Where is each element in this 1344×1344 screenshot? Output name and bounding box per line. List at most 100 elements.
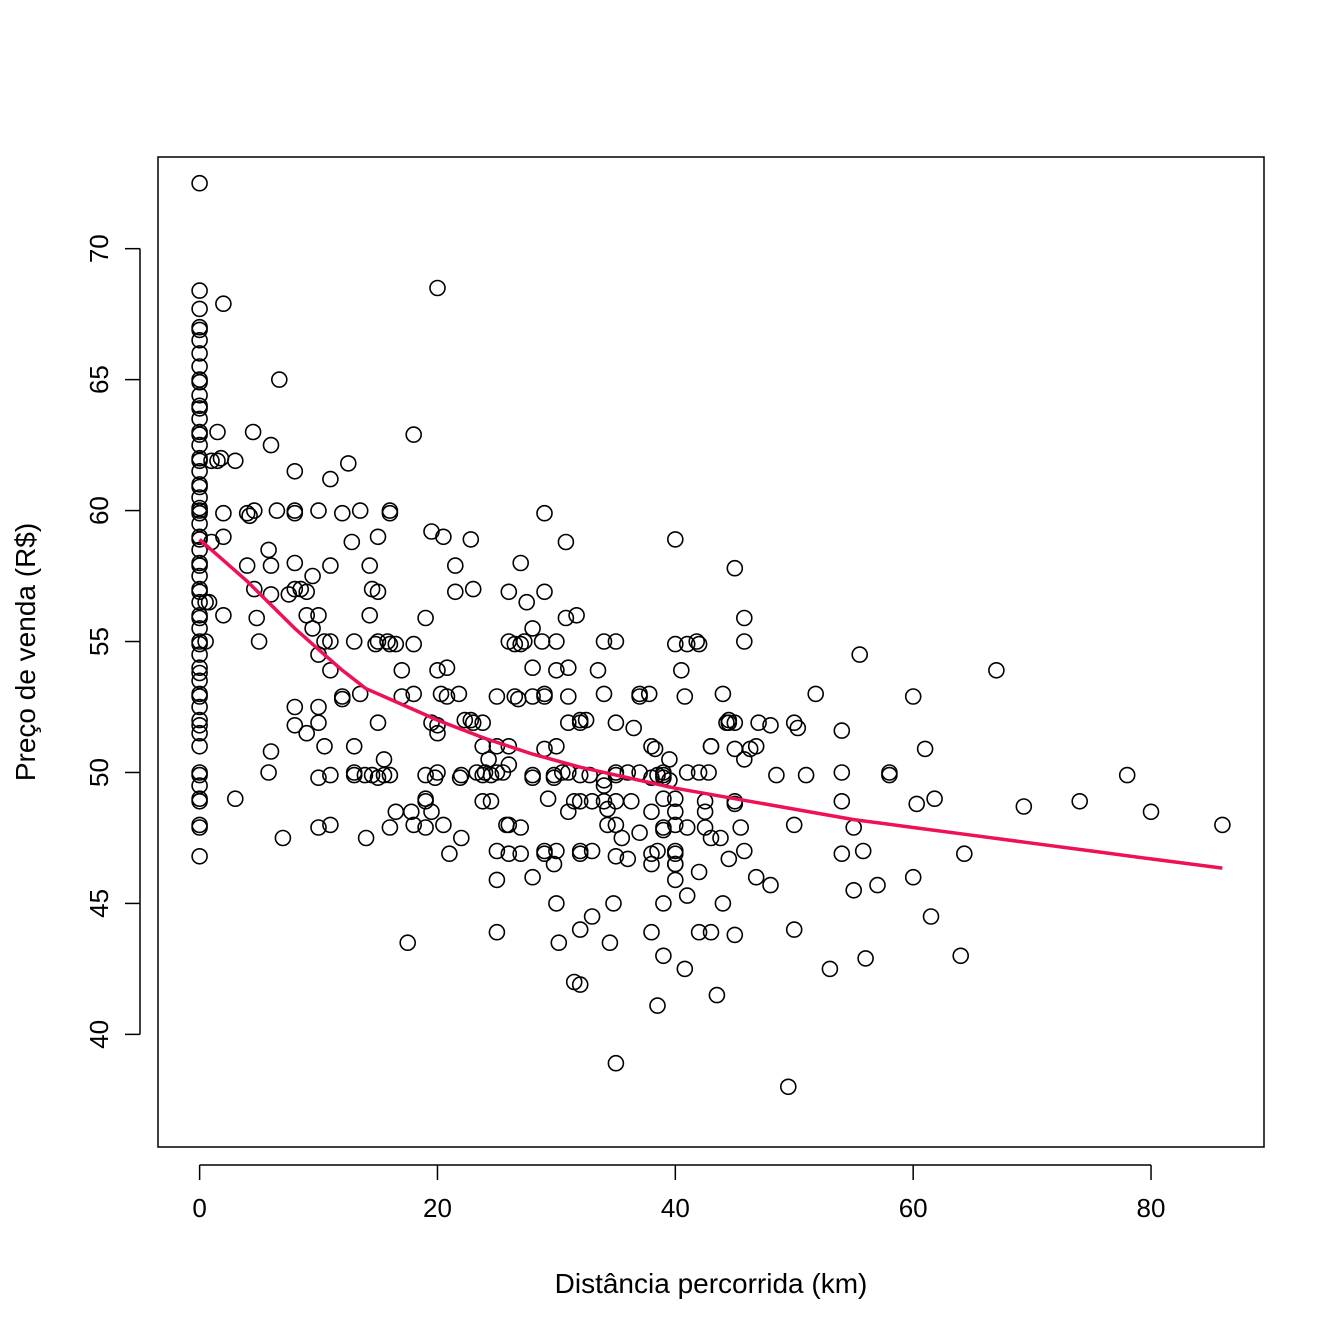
plot-frame	[157, 156, 1265, 1148]
data-point	[702, 829, 720, 847]
data-point	[550, 934, 568, 952]
data-point	[619, 850, 637, 868]
data-point	[248, 609, 266, 627]
data-point	[215, 504, 232, 522]
data-point	[524, 769, 541, 787]
data-point	[399, 934, 417, 952]
data-point	[515, 633, 533, 650]
data-point	[260, 764, 277, 781]
data-point	[227, 452, 244, 470]
data-point	[789, 719, 807, 737]
data-point	[661, 751, 678, 768]
data-point	[215, 295, 232, 313]
data-point	[274, 829, 292, 847]
y-tick-label: 70	[84, 234, 114, 263]
data-point	[643, 803, 660, 821]
data-point	[191, 504, 208, 522]
data-point	[286, 554, 304, 572]
data-point	[557, 533, 575, 551]
data-point	[351, 685, 369, 703]
data-point	[246, 580, 263, 598]
data-point	[191, 300, 208, 318]
data-point	[417, 766, 434, 784]
data-point	[270, 371, 288, 388]
data-point	[191, 698, 208, 716]
data-point	[345, 766, 363, 784]
data-point	[405, 635, 423, 653]
data-point	[646, 740, 664, 758]
data-point	[310, 819, 327, 836]
data-point	[191, 609, 208, 627]
data-point	[672, 661, 690, 679]
data-point	[595, 685, 613, 703]
data-point	[678, 764, 696, 781]
data-point	[191, 711, 208, 729]
data-point	[316, 737, 333, 755]
data-point	[191, 583, 208, 601]
data-point	[322, 816, 339, 834]
data-point	[512, 845, 530, 863]
data-point	[1142, 803, 1160, 821]
data-point	[747, 737, 765, 755]
data-point	[536, 583, 553, 601]
data-point	[955, 845, 973, 863]
data-point	[666, 531, 684, 548]
data-point	[524, 659, 541, 677]
data-point	[583, 842, 601, 860]
data-point	[548, 737, 565, 755]
data-point	[191, 400, 208, 417]
data-point	[666, 855, 684, 873]
data-point	[304, 567, 321, 585]
data-point	[726, 926, 744, 944]
data-point	[446, 557, 464, 574]
data-point	[666, 871, 684, 889]
data-point	[191, 847, 208, 865]
data-point	[833, 764, 851, 781]
data-point	[750, 714, 767, 732]
data-point	[571, 792, 589, 810]
data-point	[607, 1054, 625, 1072]
data-point	[506, 688, 524, 705]
data-point	[238, 504, 256, 522]
data-point	[456, 711, 474, 729]
data-point	[429, 764, 446, 781]
data-point	[559, 803, 577, 821]
data-point	[381, 766, 399, 784]
data-point	[268, 502, 286, 519]
data-point	[361, 557, 379, 574]
data-point	[857, 950, 874, 967]
data-point	[191, 452, 208, 470]
data-point	[720, 850, 738, 868]
data-point	[191, 664, 208, 682]
data-point	[343, 533, 361, 551]
data-point	[577, 711, 595, 729]
data-point	[851, 646, 869, 663]
data-point	[714, 895, 732, 912]
data-point	[369, 528, 387, 546]
data-point	[559, 714, 577, 732]
data-point	[988, 661, 1005, 679]
data-point	[678, 819, 696, 836]
data-point	[361, 606, 379, 624]
data-point	[191, 688, 208, 705]
data-point	[262, 586, 280, 603]
data-point	[524, 688, 541, 705]
data-point	[500, 756, 518, 773]
data-point	[833, 845, 851, 863]
data-point	[666, 635, 684, 653]
x-tick-label: 40	[661, 1193, 690, 1223]
data-point	[191, 345, 208, 362]
data-point	[726, 559, 744, 577]
data-point	[908, 795, 926, 813]
data-point	[191, 659, 208, 677]
data-point	[631, 824, 648, 842]
x-tick-label: 20	[423, 1193, 452, 1223]
data-point	[678, 635, 696, 653]
data-point	[209, 452, 226, 470]
data-point	[676, 960, 694, 978]
data-point	[488, 764, 506, 781]
data-point	[666, 790, 684, 808]
data-point	[345, 737, 363, 755]
data-point	[595, 633, 613, 650]
data-point	[524, 868, 541, 886]
